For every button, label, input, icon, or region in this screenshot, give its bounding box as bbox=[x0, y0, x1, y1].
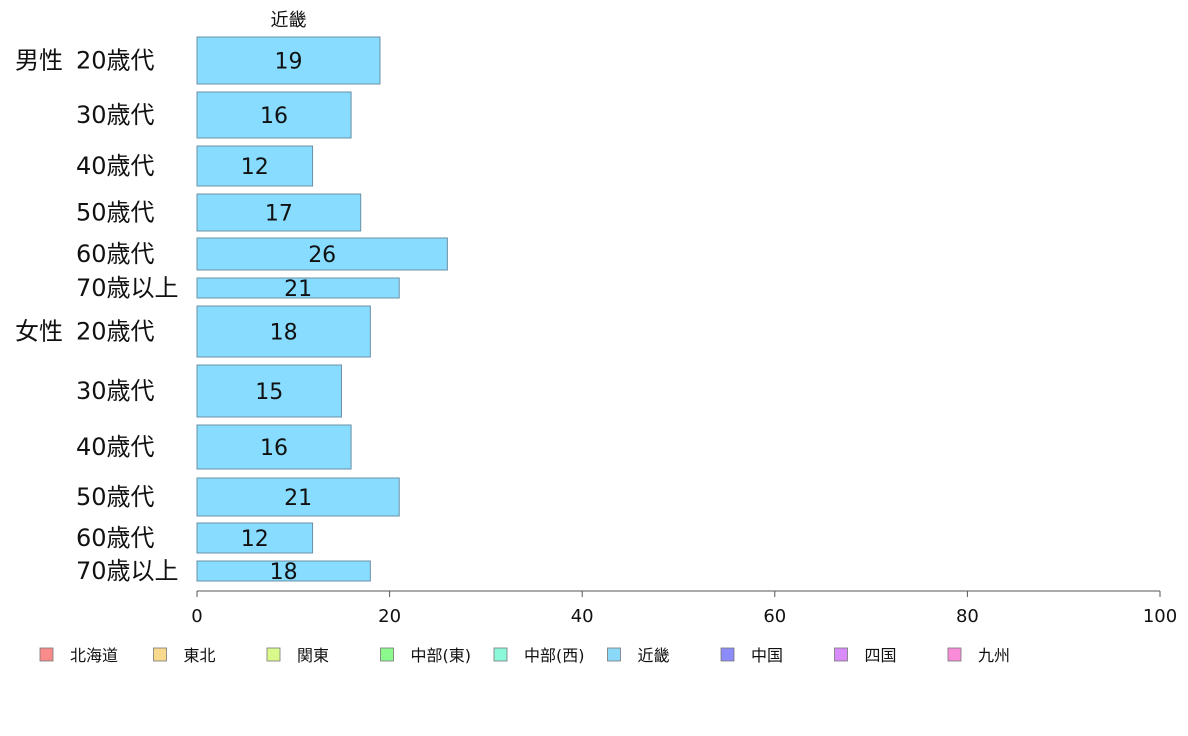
data-label: 21 bbox=[284, 486, 312, 511]
legend: 北海道 東北 関東 中部(東) 中部(西) 近畿 中国 四国 九州 bbox=[39, 646, 1010, 665]
legend-swatch bbox=[947, 647, 962, 662]
bar bbox=[196, 36, 381, 85]
legend-label: 中部(東) bbox=[411, 646, 472, 665]
category-label: 20歳代 bbox=[76, 318, 155, 346]
category-label: 30歳代 bbox=[76, 377, 155, 405]
bar bbox=[196, 364, 342, 418]
category-label: 50歳代 bbox=[76, 483, 155, 511]
legend-swatch bbox=[153, 647, 167, 662]
category-label: 20歳代 bbox=[76, 47, 155, 75]
category-label: 40歳代 bbox=[76, 152, 155, 180]
legend-swatch bbox=[266, 647, 281, 662]
legend-label: 近畿 bbox=[638, 646, 670, 665]
x-tick-label: 60 bbox=[763, 606, 786, 627]
legend-swatch bbox=[380, 647, 394, 662]
data-label: 12 bbox=[241, 155, 269, 180]
x-tick-label: 100 bbox=[1143, 606, 1177, 627]
legend-swatch bbox=[493, 647, 508, 662]
data-label: 26 bbox=[308, 243, 336, 268]
legend-swatch bbox=[834, 647, 848, 662]
category-label: 30歳代 bbox=[76, 101, 155, 129]
category-labels: 20歳代男性30歳代40歳代50歳代60歳代70歳以上20歳代女性30歳代40歳… bbox=[15, 47, 179, 586]
data-label: 21 bbox=[284, 277, 312, 302]
x-tick-label: 80 bbox=[956, 606, 979, 627]
category-label: 50歳代 bbox=[76, 199, 155, 227]
legend-label: 北海道 bbox=[70, 646, 118, 665]
bar bbox=[196, 145, 314, 187]
category-label: 70歳以上 bbox=[76, 557, 179, 585]
x-tick-label: 0 bbox=[191, 606, 202, 627]
data-label: 16 bbox=[260, 436, 288, 461]
bar bbox=[196, 277, 400, 299]
panel-title: 近畿 bbox=[270, 10, 306, 31]
legend-label: 中部(西) bbox=[524, 646, 585, 665]
legend-label: 九州 bbox=[978, 646, 1010, 665]
data-label: 18 bbox=[270, 321, 298, 346]
category-label: 40歳代 bbox=[76, 433, 155, 461]
group-label: 女性 bbox=[15, 318, 63, 346]
category-label: 70歳以上 bbox=[76, 274, 179, 302]
bar bbox=[196, 91, 352, 139]
legend-label: 東北 bbox=[184, 646, 216, 665]
x-tick-label: 20 bbox=[378, 606, 401, 627]
x-axis: 0 20 40 60 80 100 bbox=[191, 590, 1177, 627]
data-label: 15 bbox=[255, 380, 283, 405]
bar bbox=[196, 193, 362, 232]
bar bbox=[196, 560, 371, 582]
data-label: 19 bbox=[274, 50, 302, 75]
legend-swatch bbox=[39, 647, 54, 662]
data-label: 16 bbox=[260, 104, 288, 129]
bar bbox=[196, 305, 371, 358]
data-label: 18 bbox=[270, 560, 298, 585]
legend-swatch bbox=[607, 647, 621, 662]
bar bbox=[196, 477, 400, 517]
legend-label: 関東 bbox=[297, 646, 329, 665]
group-label: 男性 bbox=[15, 47, 63, 75]
x-tick-label: 40 bbox=[571, 606, 594, 627]
category-label: 60歳代 bbox=[76, 240, 155, 268]
category-label: 60歳代 bbox=[76, 524, 155, 552]
data-label: 17 bbox=[265, 202, 293, 227]
bar bbox=[196, 237, 448, 271]
legend-label: 中国 bbox=[751, 646, 783, 665]
legend-swatch bbox=[720, 647, 735, 662]
bar bbox=[196, 424, 352, 470]
bar bbox=[196, 522, 314, 554]
data-label: 12 bbox=[241, 527, 269, 552]
legend-label: 四国 bbox=[865, 646, 897, 665]
